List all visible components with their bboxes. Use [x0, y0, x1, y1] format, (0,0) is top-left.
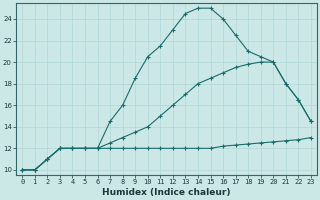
X-axis label: Humidex (Indice chaleur): Humidex (Indice chaleur) — [102, 188, 231, 197]
